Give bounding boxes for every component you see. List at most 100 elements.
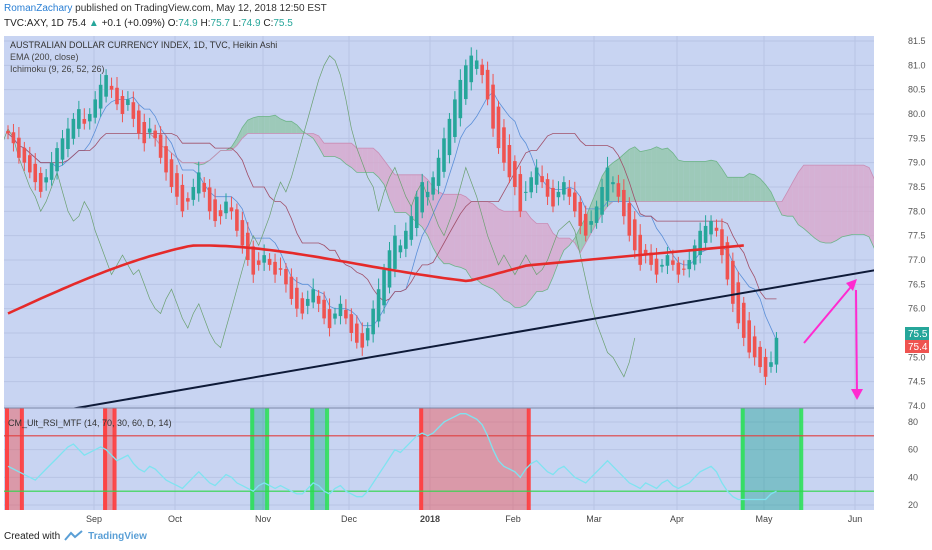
x-tick-label: Nov xyxy=(255,514,272,524)
cloud-segment xyxy=(841,165,848,237)
candle-body xyxy=(251,246,256,275)
cloud-segment xyxy=(285,121,292,134)
cloud-segment xyxy=(814,165,821,242)
candle-body xyxy=(213,199,217,222)
cloud-segment xyxy=(754,174,761,202)
cloud-segment xyxy=(787,182,793,217)
candle-body xyxy=(692,245,697,265)
candle-body xyxy=(169,159,174,187)
cloud-segment xyxy=(373,148,379,178)
cloud-segment xyxy=(563,238,570,251)
cloud-segment xyxy=(553,233,559,278)
candle-body xyxy=(611,182,615,185)
candle-body xyxy=(442,138,446,172)
candle-body xyxy=(453,99,457,137)
time-scale[interactable] xyxy=(4,510,874,530)
cloud-segment xyxy=(792,172,799,225)
candle-body xyxy=(551,187,555,207)
cloud-segment xyxy=(672,152,679,202)
rsi-bands xyxy=(5,408,804,510)
cloud-segment xyxy=(749,173,755,202)
candle-body xyxy=(671,260,675,265)
senkou-span-a xyxy=(149,114,874,308)
y-tick-label: 77.0 xyxy=(908,255,926,265)
x-tick-label: Dec xyxy=(341,514,358,524)
candle-body xyxy=(333,313,337,319)
candle-body xyxy=(578,201,583,226)
ichimoku-lines xyxy=(4,55,874,378)
candle-body xyxy=(311,289,315,303)
candle-body xyxy=(414,196,419,229)
cloud-segment xyxy=(662,148,668,202)
tradingview-brand[interactable]: TradingView xyxy=(88,530,147,542)
cloud-segment xyxy=(264,116,270,134)
candle-body xyxy=(665,255,670,266)
cloud-segment xyxy=(433,187,439,258)
price-scale[interactable] xyxy=(874,36,932,510)
candle-body xyxy=(567,188,572,197)
cloud-segment xyxy=(743,173,750,202)
annotation-arrowhead-up xyxy=(846,279,857,291)
cloud-segment xyxy=(721,168,728,202)
candle-body xyxy=(703,225,708,243)
high-value: 75.7 xyxy=(210,18,230,29)
annotation-arrow-down xyxy=(855,289,858,397)
y-tick-label: 78.0 xyxy=(908,206,926,216)
price-badge-red-label: 75.4 xyxy=(908,342,928,353)
cloud-segment xyxy=(487,201,494,290)
cloud-segment xyxy=(389,167,395,213)
low-label: L: xyxy=(232,18,242,29)
cloud-segment xyxy=(280,118,286,134)
cloud-segment xyxy=(493,204,499,295)
candle-body xyxy=(518,174,523,212)
cloud-segment xyxy=(313,133,319,147)
candle-body xyxy=(71,118,76,139)
candle-body xyxy=(747,320,751,353)
cloud-segment xyxy=(765,184,771,202)
candle-body xyxy=(6,131,10,134)
candle-body xyxy=(758,346,762,368)
cloud-segment xyxy=(803,165,810,234)
candle-body xyxy=(649,252,653,265)
cloud-segment xyxy=(629,146,635,202)
ichimoku-legend[interactable]: Ichimoku (9, 26, 52, 26) xyxy=(10,64,105,74)
cloud-segment xyxy=(351,143,357,173)
candle-body xyxy=(654,258,659,275)
price-chart[interactable]: 81.5 81.0 80.5 80.0 79.5 79.0 78.5 78.0 77.5 77.0… xyxy=(0,0,932,530)
candle-body xyxy=(627,203,632,236)
price-badges: 75.5 75.4 xyxy=(905,327,929,353)
candle-body xyxy=(720,229,724,256)
candle-body xyxy=(769,362,773,367)
candle-body xyxy=(60,138,65,160)
candle-body xyxy=(33,163,38,183)
x-tick-label: Feb xyxy=(505,514,521,524)
rsi-zone-edge xyxy=(325,408,330,510)
cloud-segment xyxy=(781,191,788,217)
candle-body xyxy=(305,298,310,306)
ema-legend[interactable]: EMA (200, close) xyxy=(10,52,79,62)
senkou-span-b xyxy=(149,133,874,254)
candle-body xyxy=(774,337,779,365)
price-badge-red xyxy=(905,340,929,353)
author-link[interactable]: RomanZachary xyxy=(4,3,73,14)
candle-body xyxy=(202,182,206,192)
candle-body xyxy=(147,128,152,133)
publish-text: published on TradingView.com, May 12, 20… xyxy=(75,3,327,14)
cloud-segment xyxy=(711,160,717,202)
cloud-segment xyxy=(869,167,874,248)
candle-body xyxy=(153,130,157,139)
ichimoku-cloud xyxy=(149,115,874,308)
candle-body xyxy=(404,230,408,249)
candle-body xyxy=(338,303,343,317)
candle-body xyxy=(229,207,234,212)
candle-body xyxy=(469,55,474,83)
candle-body xyxy=(55,148,59,172)
candle-body xyxy=(573,192,577,212)
cloud-segment xyxy=(716,161,722,202)
created-with-label: Created with xyxy=(4,530,61,542)
candle-body xyxy=(616,183,621,197)
cloud-segment xyxy=(525,211,532,306)
candle-body xyxy=(752,336,757,358)
cloud-segment xyxy=(356,148,363,173)
rsi-legend[interactable]: CM_Ult_RSI_MTF (14, 70, 30, 60, D, 14) xyxy=(8,418,172,428)
